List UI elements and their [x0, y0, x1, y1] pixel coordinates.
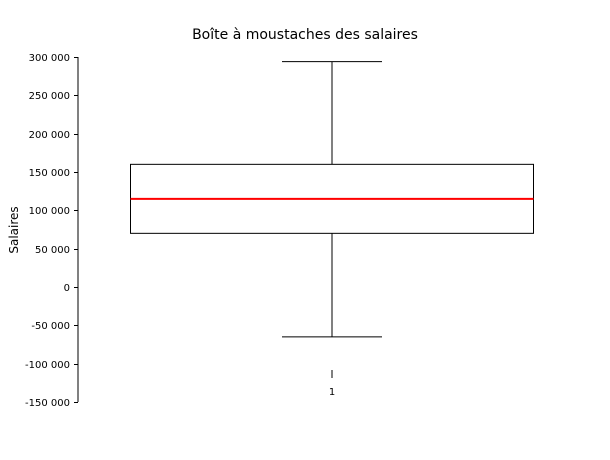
y-tick-label: 0: [64, 283, 70, 294]
y-tick-label: 300 000: [29, 53, 70, 64]
y-tick-label: 200 000: [29, 130, 70, 141]
y-tick-label: -100 000: [25, 360, 70, 371]
y-tick-label: 100 000: [29, 206, 70, 217]
x-tick-label: 1: [329, 387, 335, 398]
y-tick-label: 150 000: [29, 168, 70, 179]
y-tick-label: 250 000: [29, 91, 70, 102]
y-tick-label: -50 000: [31, 321, 70, 332]
chart-title: Boîte à moustaches des salaires: [192, 27, 418, 43]
y-tick-label: -150 000: [25, 398, 70, 409]
y-tick-label: 50 000: [35, 245, 70, 256]
